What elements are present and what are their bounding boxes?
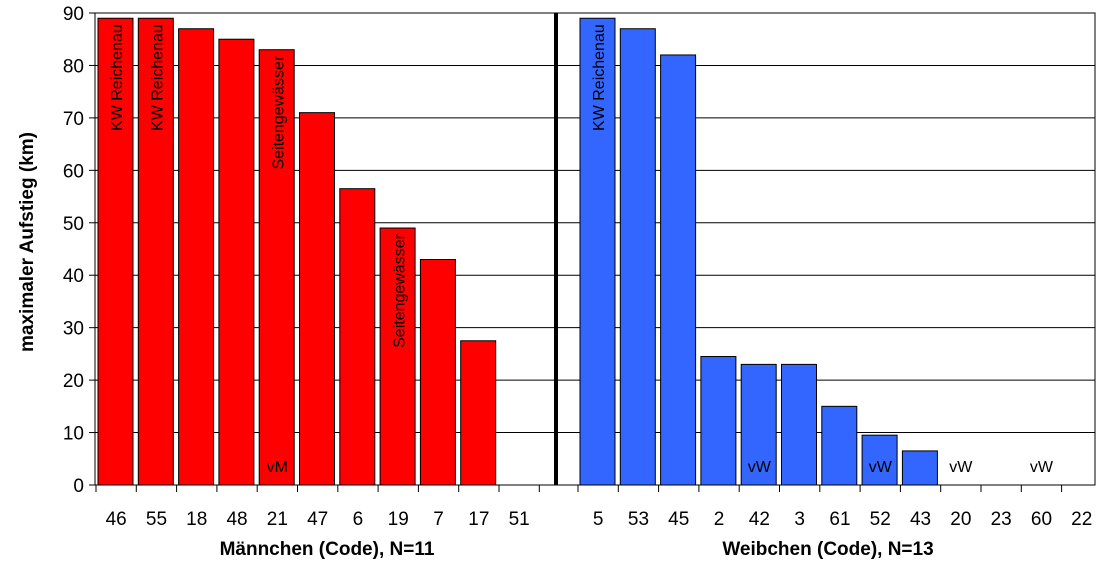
x-axis-title-maennchen: Männchen (Code), N=11 <box>220 539 435 560</box>
x-tick-label: 53 <box>628 509 649 530</box>
x-tick-label: 19 <box>388 509 409 530</box>
x-tick-label: 5 <box>593 509 604 530</box>
x-tick-label: 60 <box>1031 509 1052 530</box>
x-tick-label: 45 <box>668 509 689 530</box>
bar <box>660 54 697 486</box>
bar <box>419 258 456 486</box>
bar-annotation: KW Reichenau <box>149 24 166 131</box>
bar <box>821 405 858 486</box>
y-axis-title: maximaler Aufstieg (km) <box>17 132 38 352</box>
bar-bottom-label: vM <box>267 459 288 476</box>
bar-annotation: KW Reichenau <box>109 24 126 131</box>
bar-annotation: Seitengewässer <box>270 55 287 170</box>
x-tick-label: 2 <box>714 509 725 530</box>
bar <box>97 17 134 486</box>
x-tick-label: 47 <box>307 509 328 530</box>
bar <box>901 450 938 486</box>
plot-frame <box>94 12 1096 486</box>
x-tick-label: 21 <box>267 509 288 530</box>
x-tick-label: 52 <box>870 509 891 530</box>
bar-bottom-label: vW <box>1030 459 1054 476</box>
y-tick-label: 70 <box>63 109 84 130</box>
y-tick-label: 40 <box>63 266 84 287</box>
x-tick-label: 22 <box>1071 509 1092 530</box>
bars <box>97 17 938 486</box>
bar-bottom-label: vW <box>869 459 893 476</box>
x-tick-label: 23 <box>991 509 1012 530</box>
bar-bottom-label: vW <box>949 459 973 476</box>
bar <box>700 356 737 486</box>
x-tick-label: 18 <box>186 509 207 530</box>
bar <box>619 28 656 486</box>
y-tick-label: 80 <box>63 56 84 77</box>
x-tick-label: 3 <box>794 509 805 530</box>
y-tick-label: 20 <box>63 371 84 392</box>
bar <box>861 434 898 486</box>
x-tick-label: 61 <box>829 509 850 530</box>
bar <box>178 28 215 486</box>
x-axis-title-weibchen: Weibchen (Code), N=13 <box>722 539 933 560</box>
x-tick-label: 42 <box>749 509 770 530</box>
x-tick-label: 51 <box>509 509 530 530</box>
bar <box>339 188 376 486</box>
bar <box>218 38 255 486</box>
y-tick-label: 0 <box>73 476 84 497</box>
x-tick-label: 20 <box>950 509 971 530</box>
bar <box>740 363 777 486</box>
bar <box>299 112 335 486</box>
bar-annotation: Seitengewässer <box>391 233 408 348</box>
x-tick-label: 7 <box>433 509 444 530</box>
x-tick-label: 55 <box>146 509 167 530</box>
x-tick-label: 46 <box>106 509 127 530</box>
x-tick-label: 6 <box>353 509 364 530</box>
axes <box>89 12 1096 492</box>
bar-bottom-label: vW <box>748 459 772 476</box>
labels: 0 10 20 30 40 50 60 70 80 90 46 KW Reichenau 55 KW Re… <box>63 4 1092 530</box>
bar-annotation: KW Reichenau <box>591 24 608 131</box>
y-tick-label: 50 <box>63 214 84 235</box>
x-tick-label: 48 <box>226 509 247 530</box>
x-tick-label: 43 <box>910 509 931 530</box>
bar <box>460 340 497 486</box>
y-tick-label: 10 <box>63 424 84 445</box>
y-tick-label: 60 <box>63 161 84 182</box>
y-tick-label: 90 <box>63 4 84 25</box>
bar <box>781 363 817 486</box>
x-tick-label: 17 <box>468 509 489 530</box>
y-tick-label: 30 <box>63 319 84 340</box>
